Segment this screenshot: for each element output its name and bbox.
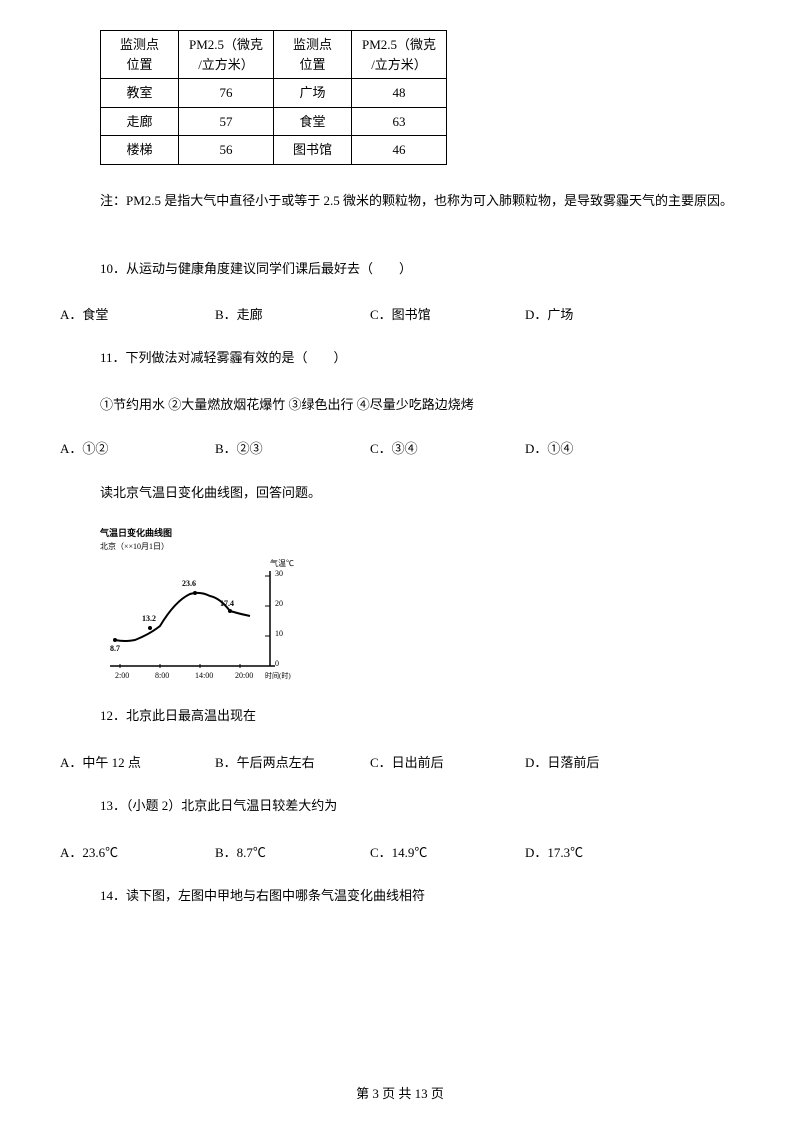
cell: 楼梯 — [101, 136, 179, 165]
option-a: A．中午 12 点 — [60, 752, 215, 771]
option-c: C．图书馆 — [370, 304, 525, 323]
option-d: D．日落前后 — [525, 752, 680, 771]
question-10: 10．从运动与健康角度建议同学们课后最好去（ ） — [100, 259, 740, 280]
table-header-1: 监测点 位置 — [101, 31, 179, 79]
cell: 教室 — [101, 79, 179, 108]
cell: 63 — [352, 107, 447, 136]
option-a: A．23.6℃ — [60, 842, 215, 861]
chart-intro: 读北京气温日变化曲线图，回答问题。 — [100, 482, 740, 501]
data-point — [113, 638, 117, 642]
question-12-options: A．中午 12 点 B．午后两点左右 C．日出前后 D．日落前后 — [60, 752, 740, 771]
header-text: 位置 — [126, 57, 152, 72]
option-d: D．广场 — [525, 304, 680, 323]
temperature-chart: 气温日变化曲线图 北京（××10月1日） 气温℃ 30 20 10 0 8.7 … — [100, 526, 300, 681]
cell: 76 — [179, 79, 274, 108]
option-a: A．食堂 — [60, 304, 215, 323]
note-text: 注：PM2.5 是指大气中直径小于或等于 2.5 微米的颗粒物，也称为可入肺颗粒… — [100, 190, 740, 209]
chart-y10: 10 — [275, 629, 283, 638]
xtick: 14:00 — [195, 671, 213, 680]
cell: 广场 — [274, 79, 352, 108]
chart-title: 气温日变化曲线图 — [100, 526, 300, 539]
header-text: 监测点 — [120, 37, 159, 52]
header-text: /立方米） — [198, 57, 254, 72]
header-text: 监测点 — [293, 37, 332, 52]
chart-svg: 气温℃ 30 20 10 0 8.7 13.2 23.6 17.4 2:00 8… — [100, 556, 300, 686]
question-11-sub: ①节约用水 ②大量燃放烟花爆竹 ③绿色出行 ④尽量少吃路边烧烤 — [100, 394, 740, 413]
data-point — [228, 609, 232, 613]
chart-y0: 0 — [275, 659, 279, 668]
question-14: 14．读下图，左图中甲地与右图中哪条气温变化曲线相符 — [100, 886, 740, 907]
table-row: 走廊 57 食堂 63 — [101, 107, 447, 136]
chart-ylabel: 气温℃ — [270, 558, 294, 568]
option-b: B．走廊 — [215, 304, 370, 323]
option-b: B．②③ — [215, 438, 370, 457]
xlabel: 时间(时) — [265, 671, 291, 680]
option-b: B．午后两点左右 — [215, 752, 370, 771]
header-text: 位置 — [299, 57, 325, 72]
chart-label-2: 13.2 — [142, 614, 156, 623]
header-text: PM2.5（微克 — [362, 37, 436, 52]
table-header-2: PM2.5（微克 /立方米） — [179, 31, 274, 79]
chart-subtitle: 北京（××10月1日） — [100, 541, 300, 552]
chart-label-3: 23.6 — [182, 579, 196, 588]
cell: 48 — [352, 79, 447, 108]
option-b: B．8.7℃ — [215, 842, 370, 861]
xtick: 8:00 — [155, 671, 169, 680]
option-c: C．14.9℃ — [370, 842, 525, 861]
cell: 56 — [179, 136, 274, 165]
option-d: D．17.3℃ — [525, 842, 680, 861]
question-13: 13．（小题 2）北京此日气温日较差大约为 — [100, 796, 740, 817]
cell: 46 — [352, 136, 447, 165]
question-13-options: A．23.6℃ B．8.7℃ C．14.9℃ D．17.3℃ — [60, 842, 740, 861]
table-row: 楼梯 56 图书馆 46 — [101, 136, 447, 165]
question-10-options: A．食堂 B．走廊 C．图书馆 D．广场 — [60, 304, 740, 323]
page-footer: 第 3 页 共 13 页 — [0, 1083, 800, 1102]
question-11-options: A．①② B．②③ C．③④ D．①④ — [60, 438, 740, 457]
data-point — [193, 591, 197, 595]
xtick: 20:00 — [235, 671, 253, 680]
table-header-3: 监测点 位置 — [274, 31, 352, 79]
chart-y30: 30 — [275, 569, 283, 578]
cell: 57 — [179, 107, 274, 136]
xtick: 2:00 — [115, 671, 129, 680]
option-c: C．③④ — [370, 438, 525, 457]
option-d: D．①④ — [525, 438, 680, 457]
question-11: 11．下列做法对减轻雾霾有效的是（ ） — [100, 348, 740, 369]
cell: 食堂 — [274, 107, 352, 136]
pm25-table: 监测点 位置 PM2.5（微克 /立方米） 监测点 位置 PM2.5（微克 /立… — [100, 30, 740, 165]
header-text: PM2.5（微克 — [189, 37, 263, 52]
question-12: 12．北京此日最高温出现在 — [100, 706, 740, 727]
chart-label-4: 17.4 — [220, 599, 234, 608]
option-c: C．日出前后 — [370, 752, 525, 771]
table-header-4: PM2.5（微克 /立方米） — [352, 31, 447, 79]
table-row: 教室 76 广场 48 — [101, 79, 447, 108]
cell: 走廊 — [101, 107, 179, 136]
option-a: A．①② — [60, 438, 215, 457]
data-point — [148, 626, 152, 630]
header-text: /立方米） — [371, 57, 427, 72]
cell: 图书馆 — [274, 136, 352, 165]
chart-y20: 20 — [275, 599, 283, 608]
chart-label-1: 8.7 — [110, 644, 120, 653]
